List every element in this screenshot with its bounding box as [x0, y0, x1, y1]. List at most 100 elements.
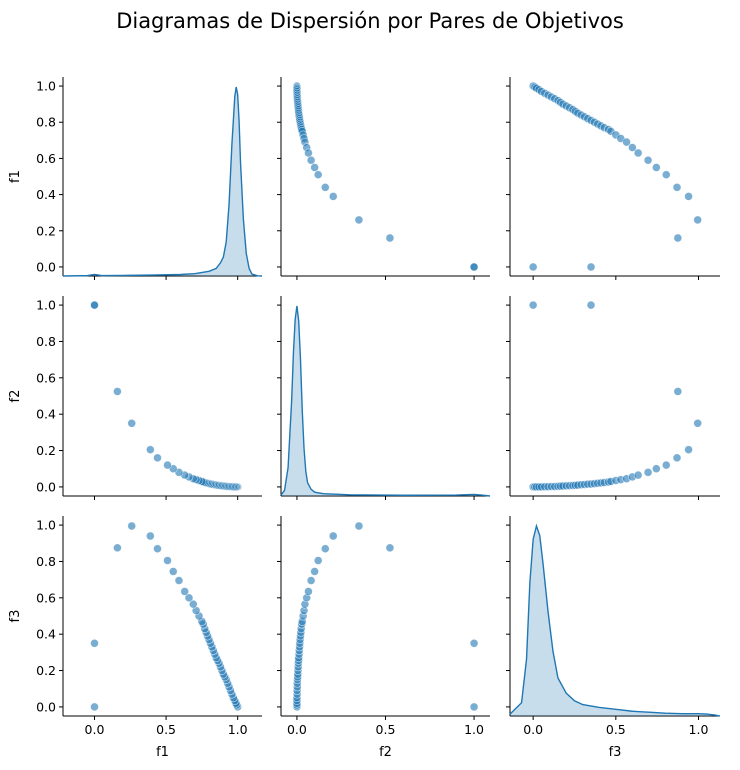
- scatter-point: [643, 468, 653, 477]
- subplot-f1-vs-f1: 0.0 0.2 0.4 0.6 0.8 1.0 f1: [8, 77, 263, 280]
- scatter-point: [684, 445, 693, 454]
- y-axis-label: f1: [8, 170, 23, 183]
- scatter-point: [168, 567, 178, 576]
- scatter-point: [385, 233, 395, 243]
- subplot-f2-vs-f2: [277, 296, 491, 500]
- y-tick-label: 0.2: [36, 223, 56, 238]
- scatter-point: [528, 262, 538, 272]
- scatter-point: [622, 137, 631, 147]
- x-tick-label: 0.0: [85, 722, 105, 737]
- subplot-f3-vs-f2: 0.0 0.5 1.0 f2: [277, 516, 490, 760]
- y-axis-label: f2: [8, 390, 23, 403]
- scatter-point: [328, 192, 338, 201]
- scatter-point: [153, 544, 162, 554]
- kde-line: [62, 86, 263, 277]
- scatter-point: [661, 460, 671, 470]
- scatter-point: [320, 183, 330, 192]
- y-tick-label: 0.8: [36, 334, 56, 349]
- scatter-point: [306, 155, 316, 165]
- scatter-point: [184, 593, 194, 603]
- x-tick-label: 0.5: [156, 722, 176, 737]
- y-tick-label: 0.2: [36, 663, 56, 678]
- x-axis-label: f3: [609, 745, 622, 760]
- scatter-point: [354, 521, 364, 531]
- scatter-point: [127, 521, 137, 531]
- y-tick-label: 0.0: [36, 699, 56, 714]
- subplot-f3-vs-f1: 0.0 0.2 0.4 0.6 0.8 1.0 0.0 0.5 1.0 f1 f3: [8, 516, 262, 760]
- scatter-point: [354, 215, 364, 225]
- scatter-point: [469, 702, 479, 712]
- scatter-point: [633, 470, 643, 480]
- y-tick-label: 0.2: [36, 443, 56, 458]
- scatter-point: [693, 215, 702, 225]
- scatter-point: [672, 183, 682, 192]
- subplot-f2-vs-f1: 0.0 0.2 0.4 0.6 0.8 1.0 f2: [8, 296, 262, 500]
- scatter-point: [586, 300, 596, 310]
- x-tick-label: 0.5: [376, 722, 396, 737]
- y-tick-label: 0.4: [36, 407, 56, 422]
- subplot-f3-vs-f3: 0.0 0.5 1.0 f3: [506, 516, 721, 760]
- scatter-point: [174, 576, 184, 585]
- scatter-point: [661, 170, 671, 179]
- scatter-point: [672, 453, 682, 463]
- scatter-point: [90, 300, 99, 310]
- scatter-point: [469, 262, 479, 272]
- scatter-point: [127, 418, 137, 428]
- y-tick-label: 0.0: [36, 479, 56, 494]
- scatter-point: [310, 163, 319, 172]
- y-axis-label: f3: [8, 610, 23, 623]
- scatter-point: [163, 556, 172, 565]
- scatter-point: [313, 556, 323, 565]
- scatter-point: [306, 576, 316, 585]
- y-tick-label: 0.4: [36, 187, 56, 202]
- scatter-point: [113, 387, 122, 396]
- kde-fill: [281, 306, 490, 496]
- kde-fill: [510, 526, 720, 716]
- kde-fill: [63, 87, 262, 276]
- scatter-point: [90, 702, 99, 712]
- y-tick-label: 1.0: [36, 79, 56, 94]
- scatter-point: [180, 587, 189, 596]
- x-axis-label: f1: [156, 745, 169, 760]
- y-tick-label: 1.0: [36, 298, 56, 313]
- y-tick-label: 1.0: [36, 518, 56, 533]
- subplot-f2-vs-f3: [506, 296, 720, 500]
- subplot-f1-vs-f3: [506, 77, 720, 280]
- scatter-point: [328, 531, 338, 541]
- scatter-point: [469, 638, 479, 648]
- scatter-point: [163, 460, 172, 470]
- y-tick-label: 0.8: [36, 554, 56, 569]
- y-tick-label: 0.6: [36, 370, 56, 385]
- scatter-point: [643, 155, 653, 165]
- x-tick-label: 0.0: [287, 722, 307, 737]
- scatter-point: [313, 170, 323, 179]
- scatter-point: [304, 587, 313, 596]
- x-tick-label: 0.0: [523, 722, 543, 737]
- y-tick-label: 0.8: [36, 115, 56, 130]
- scatter-point: [188, 599, 198, 609]
- scatter-point: [684, 192, 693, 201]
- scatter-point: [146, 531, 155, 541]
- x-tick-label: 1.0: [464, 722, 484, 737]
- scatter-point: [673, 387, 683, 396]
- y-tick-label: 0.4: [36, 627, 56, 642]
- scatter-point: [90, 638, 99, 648]
- y-tick-label: 0.6: [36, 590, 56, 605]
- kde-line: [509, 523, 721, 717]
- scatter-point: [633, 148, 643, 158]
- scatter-point: [673, 233, 683, 243]
- y-tick-label: 0.6: [36, 151, 56, 166]
- subplot-f1-vs-f2: [277, 77, 490, 280]
- x-tick-label: 0.5: [606, 722, 626, 737]
- scatter-point: [628, 143, 637, 152]
- plot-grid: 0.0 0.2 0.4 0.6 0.8 1.0 f1 0.0 0.2 0.4 0.6 0.8 1.0 f2…: [8, 77, 721, 760]
- chart-title: Diagramas de Dispersión por Pares de Obj…: [116, 9, 624, 33]
- x-axis-label: f2: [379, 745, 392, 760]
- kde-line: [280, 305, 491, 497]
- scatter-point: [304, 148, 313, 158]
- scatter-point: [310, 567, 319, 576]
- scatter-point: [693, 418, 702, 428]
- scatter-point: [528, 300, 538, 310]
- x-tick-label: 1.0: [689, 722, 709, 737]
- scatter-point: [586, 262, 596, 272]
